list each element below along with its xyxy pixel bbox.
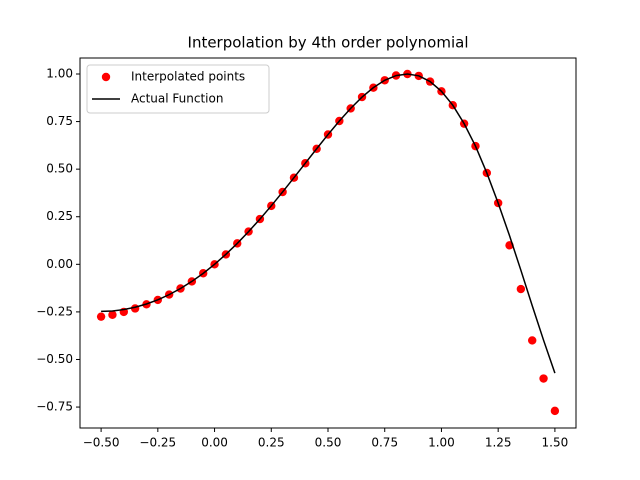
x-tick-label: 0.00 [201,436,228,450]
legend-marker [101,72,111,82]
x-tick-label: 0.25 [258,436,285,450]
legend-label: Interpolated points [131,70,245,84]
data-point [539,374,548,383]
x-tick-label: 0.50 [315,436,342,450]
y-tick-label: 0.25 [46,209,73,223]
x-tick-label: 0.75 [371,436,398,450]
y-tick-label: −0.25 [36,304,73,318]
legend-label: Actual Function [131,92,223,106]
legend-box [86,64,270,114]
x-tick-label: 1.50 [542,436,569,450]
y-tick-label: 0.00 [46,257,73,271]
x-tick-label: −0.50 [83,436,120,450]
plot-frame [79,57,577,429]
y-tick-label: −0.75 [36,400,73,414]
y-tick-label: 0.75 [46,114,73,128]
data-point [108,310,117,319]
y-tick-label: 0.50 [46,162,73,176]
data-point [516,284,526,294]
data-point [528,336,537,345]
y-tick-label: 1.00 [46,66,73,80]
series-line [101,73,556,374]
chart-title: Interpolation by 4th order polynomial [188,34,469,52]
data-point [550,406,560,416]
x-tick-label: 1.00 [428,436,455,450]
x-tick-label: 1.25 [485,436,512,450]
data-point [96,312,106,321]
x-tick-label: −0.25 [139,436,176,450]
y-tick-label: −0.50 [36,352,73,366]
